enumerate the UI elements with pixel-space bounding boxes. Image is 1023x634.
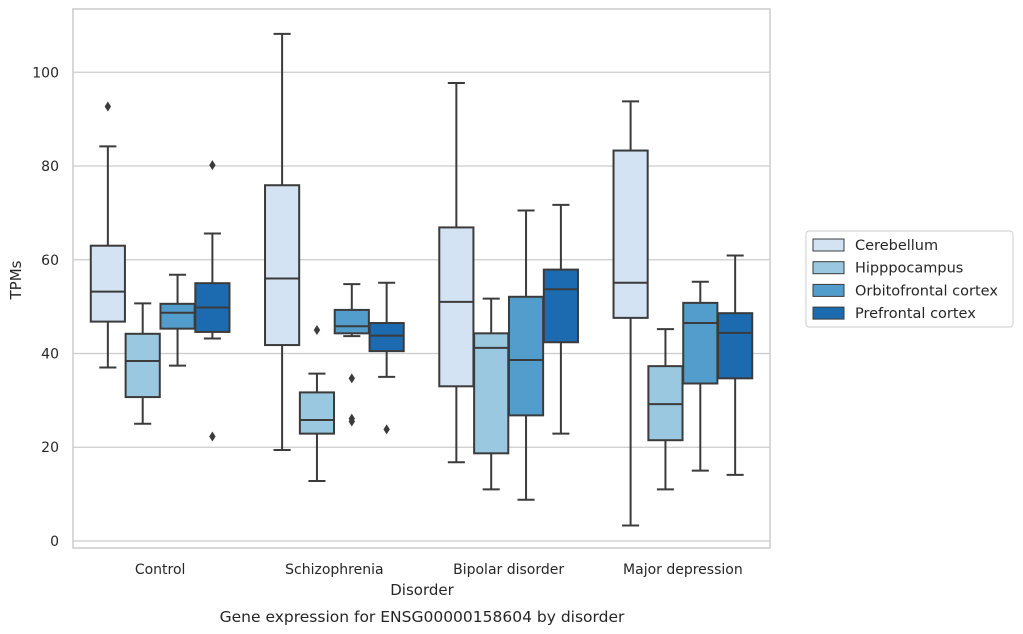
y-tick-label: 100 [32,65,59,81]
legend-frame [805,230,1014,328]
box-group [542,203,579,435]
legend-label: Orbitofrontal cortex [855,283,998,299]
legend-swatch [812,283,845,297]
grid-lines [73,71,770,542]
outlier-marker [313,325,321,336]
box [682,301,719,385]
box [333,308,370,335]
box [124,332,161,399]
box-group [612,100,649,527]
outlier-marker [209,431,216,442]
box-group [473,297,510,491]
legend-label: Hipppocampus [855,261,963,277]
y-tick-label: 40 [41,346,59,362]
y-tick-label: 80 [41,159,59,175]
y-tick-label: 20 [41,440,59,456]
box-series [89,32,754,527]
legend-swatch [812,261,845,275]
x-tick-label: Schizophrenia [285,562,383,578]
box [298,391,336,435]
box-group [717,254,754,476]
box-group [159,273,196,367]
outlier-marker [348,373,355,384]
outlier-marker [104,101,112,112]
box-group [368,281,405,435]
legend-swatch [812,238,845,252]
x-tick-label: Major depression [623,562,743,578]
box [473,332,510,455]
box-group [647,328,684,491]
box-group [194,160,231,442]
box-group [264,32,301,452]
box-group [438,82,475,464]
y-tick-label: 0 [50,534,59,550]
outlier-marker [348,416,355,427]
legend-label: Prefrontal cortex [855,306,976,322]
box [717,312,754,380]
x-tick-label: Bipolar disorder [453,562,564,578]
box [612,149,649,319]
y-axis-ticks: 0 20 40 60 80 100 [32,65,59,550]
box [264,184,301,347]
box-group [333,283,370,427]
box [368,322,405,353]
legend-swatch [812,306,845,320]
box [542,268,579,344]
outlier-marker [383,424,390,435]
x-axis-label: Disorder [390,581,454,599]
legend-label: Cerebellum [855,238,938,254]
box-group [89,101,126,369]
chart-caption: Gene expression for ENSG00000158604 by d… [220,608,625,626]
legend-items: Cerebellum Hipppocampus Orbitofrontal cort… [812,238,998,322]
x-tick-label: Control [135,562,186,578]
box-group [124,302,161,425]
box [438,226,475,388]
outlier-marker [209,160,216,171]
box-group [298,325,336,482]
plot-area [72,8,771,549]
y-tick-label: 60 [41,253,59,269]
box [507,295,545,417]
box [89,244,126,323]
box-group [507,209,545,501]
box [159,302,196,330]
x-axis-ticks: Control Schizophrenia Bipolar disorder Majo… [135,562,743,578]
legend: Cerebellum Hipppocampus Orbitofrontal cort… [805,230,1014,328]
y-axis-label: TPMs [7,260,25,300]
